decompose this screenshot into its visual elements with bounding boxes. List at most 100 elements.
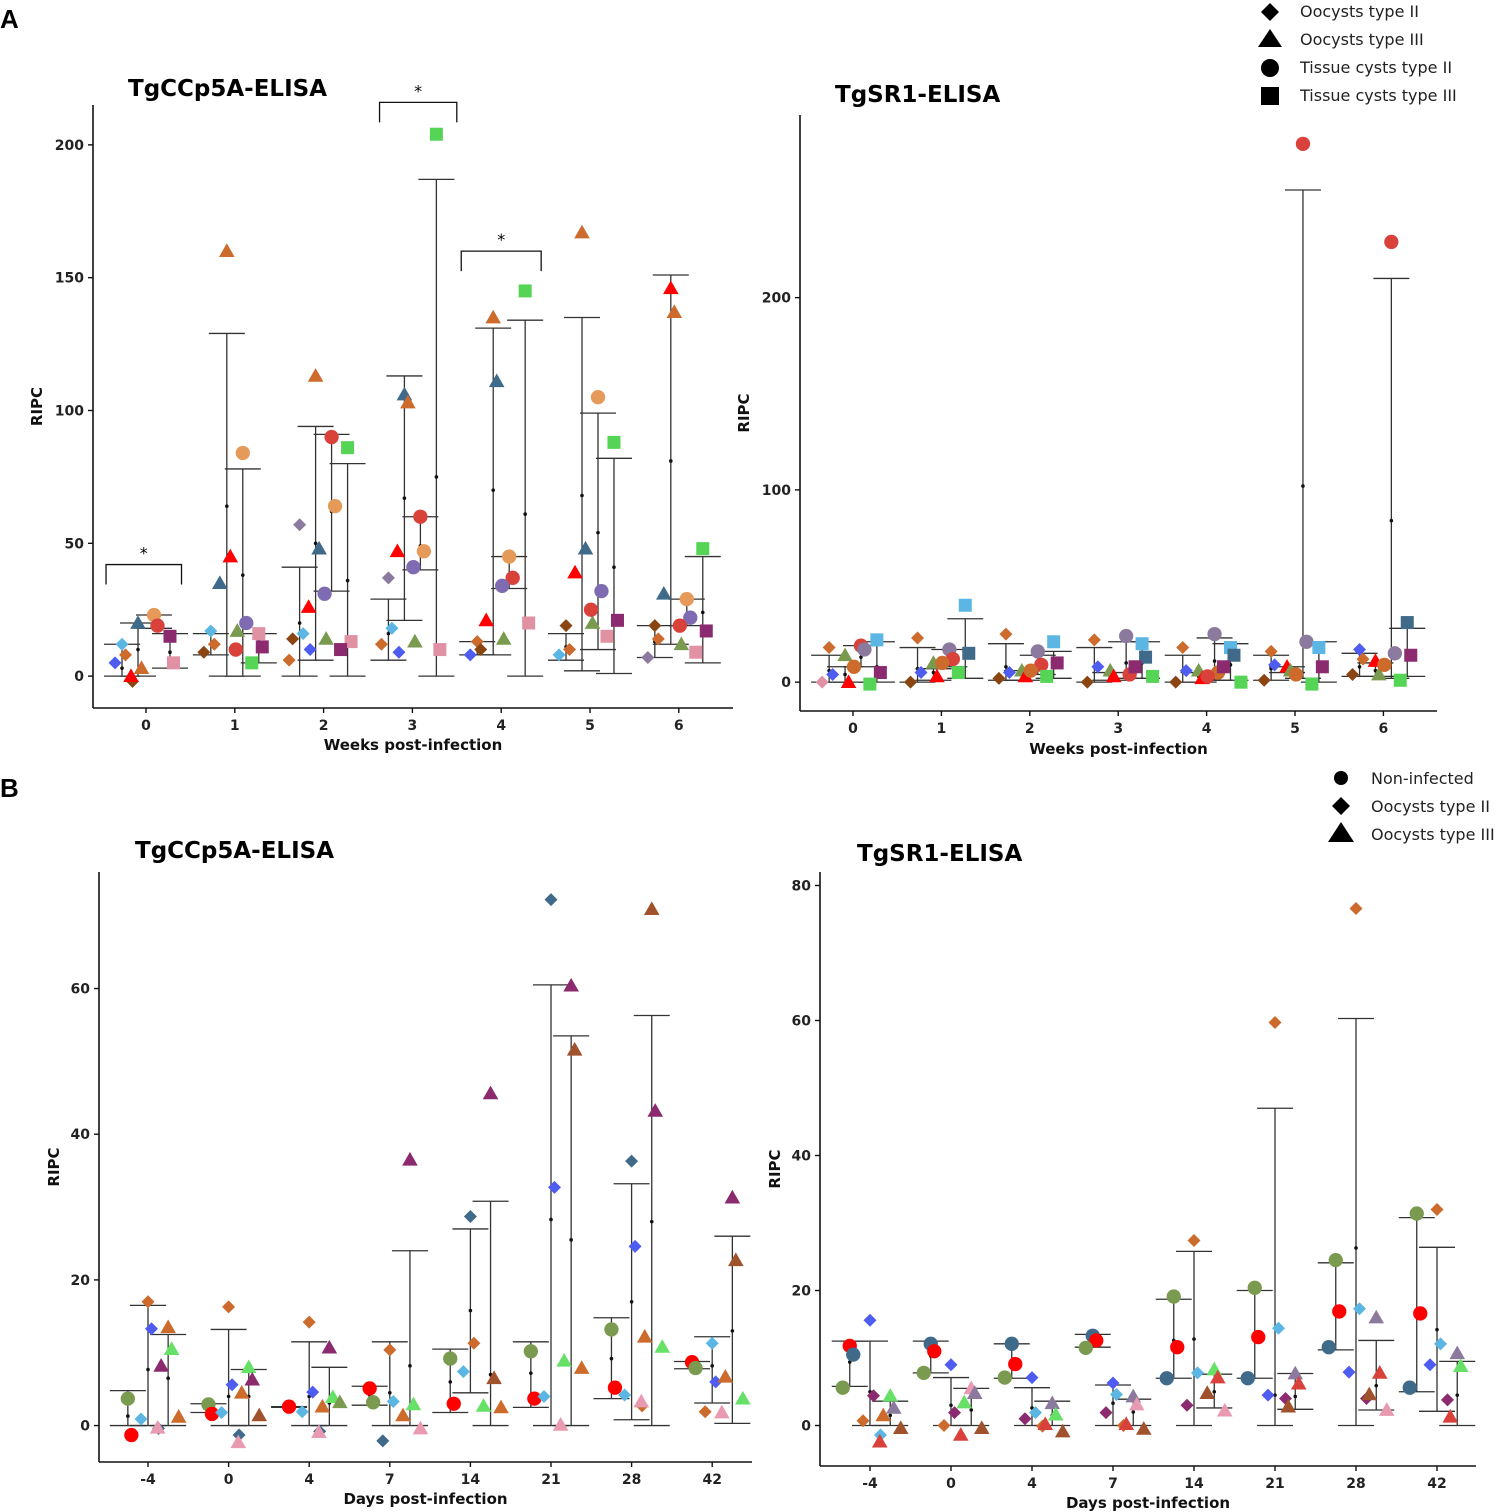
data-point [374, 637, 388, 651]
data-point [239, 615, 254, 631]
mean-dot [859, 655, 863, 659]
data-point [400, 394, 416, 409]
legend-b-label: Oocysts type III [1371, 825, 1495, 844]
x-tick-label: 1 [937, 721, 947, 737]
data-point [166, 656, 180, 670]
data-point [871, 1433, 888, 1448]
mean-dot [1435, 1327, 1439, 1332]
mean-dot [700, 610, 705, 615]
data-point [962, 646, 976, 660]
x-tick-label: 4 [1027, 1476, 1037, 1492]
data-point [281, 1399, 297, 1414]
mean-dot [468, 1308, 473, 1313]
data-point [1135, 1421, 1152, 1435]
data-point [1047, 635, 1061, 649]
data-point [405, 1396, 422, 1411]
data-point [1295, 136, 1311, 151]
data-point [1030, 644, 1045, 659]
y-tick-label: 150 [55, 271, 84, 287]
data-point [1353, 642, 1367, 656]
x-tick-label: 7 [385, 1472, 395, 1488]
data-point [916, 1365, 931, 1380]
mean-dot [1273, 1393, 1277, 1397]
data-point [502, 549, 517, 564]
mean-dot [120, 666, 124, 670]
y-tick-label: 0 [74, 669, 84, 685]
data-point [392, 645, 406, 659]
data-point [300, 599, 317, 613]
data-point [1430, 1203, 1444, 1216]
mean-dot [609, 1356, 614, 1361]
data-point [563, 977, 579, 992]
mean-dot [1192, 1337, 1196, 1341]
x-tick-label: 14 [461, 1472, 481, 1488]
significance-bracket [378, 101, 458, 123]
data-point [1342, 1365, 1356, 1379]
data-point [474, 643, 488, 657]
mean-dot [434, 475, 439, 479]
panel-letter-b: B [0, 773, 19, 803]
chart-title: TgSR1-ELISA [857, 841, 1022, 867]
mean-dot [1389, 518, 1394, 523]
data-point [1441, 1393, 1454, 1407]
data-point [385, 621, 399, 635]
y-tick-label: 20 [792, 1284, 812, 1300]
data-point [1119, 628, 1134, 644]
data-point [108, 656, 122, 670]
x-tick-label: 5 [1290, 721, 1300, 737]
mean-dot [529, 1371, 533, 1375]
data-point [699, 624, 713, 638]
mean-dot [126, 1414, 130, 1418]
data-point [149, 1419, 166, 1434]
data-point [244, 1371, 261, 1386]
data-point [1087, 633, 1101, 647]
x-tick-label: 0 [141, 718, 151, 734]
mean-dot [136, 647, 140, 652]
data-point [651, 632, 665, 646]
x-tick-label: 0 [848, 721, 858, 737]
y-axis-label: RIPC [45, 1147, 63, 1186]
data-point [495, 631, 512, 645]
mean-dot [1212, 659, 1217, 663]
significance-bracket [105, 563, 183, 585]
mean-dot [402, 496, 407, 500]
data-point [992, 671, 1006, 685]
data-point [1234, 675, 1248, 689]
circle-icon [1261, 59, 1279, 77]
data-point [163, 629, 177, 643]
data-point [1349, 901, 1363, 915]
data-point [318, 631, 334, 645]
data-point [1361, 1386, 1378, 1401]
data-point [467, 1336, 481, 1350]
y-axis-label: RIPC [28, 387, 46, 426]
chart-b-tgccp5a: TgCCp5A-ELISA 0 20 40 60 -4 0 4 7 14 21 28 42 Days po… [45, 838, 752, 1508]
y-tick-label: 0 [80, 1419, 90, 1435]
data-point [728, 1252, 744, 1267]
data-point [882, 1388, 899, 1402]
data-point [1261, 1388, 1275, 1402]
data-point [552, 1417, 569, 1431]
data-point [714, 1404, 730, 1419]
data-point [1135, 637, 1149, 651]
y-tick-label: 100 [55, 403, 84, 419]
data-point [997, 1370, 1012, 1385]
data-point [362, 1381, 377, 1396]
data-point [252, 627, 266, 641]
data-point [163, 1341, 180, 1355]
legend-a-item: Oocysts type II [1261, 2, 1419, 21]
legend-a: Oocysts type II Oocysts type III Tissue … [1258, 2, 1457, 105]
data-point [233, 1385, 250, 1399]
data-point [1054, 1423, 1071, 1438]
data-point [648, 619, 662, 633]
data-point [600, 629, 614, 643]
data-point [873, 666, 887, 680]
data-point [577, 540, 594, 555]
chart-title: TgCCp5A-ELISA [135, 838, 334, 864]
data-point [1247, 1280, 1262, 1295]
data-point [386, 1395, 400, 1409]
data-point [563, 643, 577, 657]
data-point [559, 619, 573, 633]
y-tick-label: 0 [801, 1419, 811, 1435]
data-point [590, 390, 606, 405]
data-point [1216, 1402, 1233, 1417]
